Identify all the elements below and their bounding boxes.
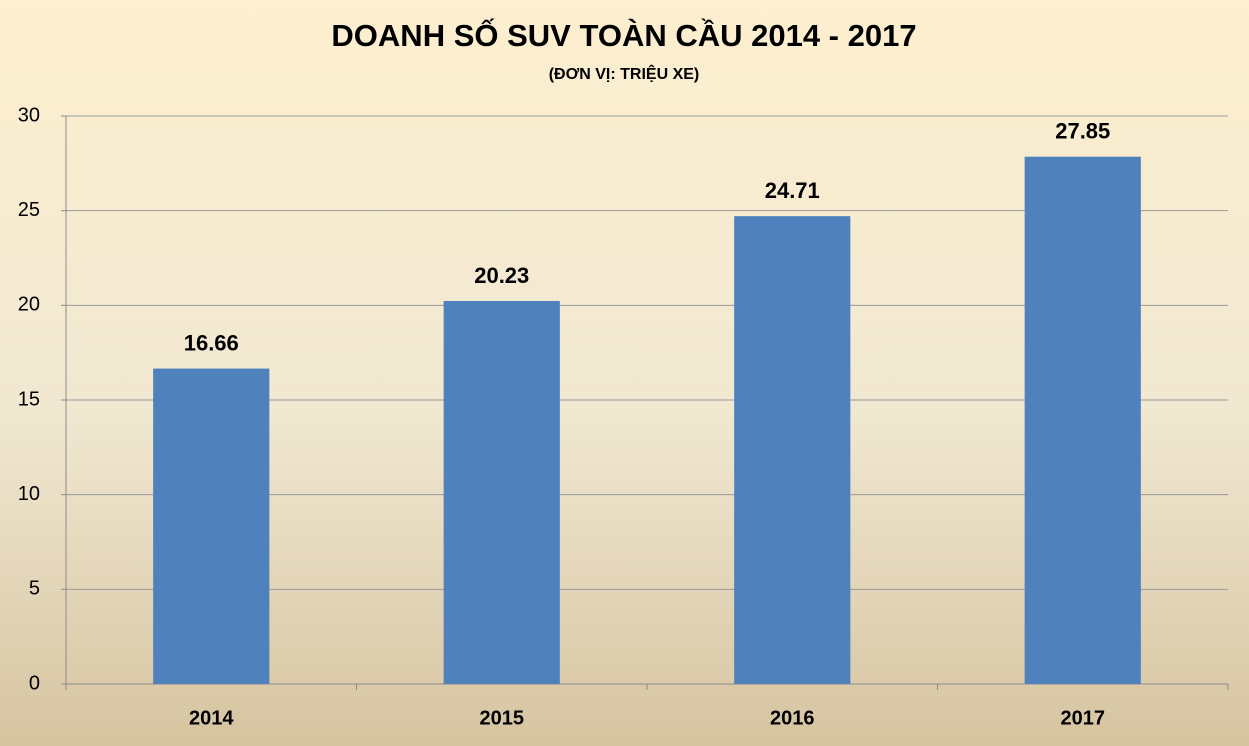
bar <box>1024 156 1141 684</box>
chart-subtitle: (ĐƠN VỊ: TRIỆU XE) <box>549 64 700 83</box>
x-tick-label: 2015 <box>480 707 525 729</box>
x-tick-label: 2016 <box>770 707 815 729</box>
data-label: 20.23 <box>474 263 529 288</box>
x-tick-label: 2014 <box>189 707 234 729</box>
y-tick-label: 10 <box>18 483 40 505</box>
bar <box>443 300 560 684</box>
y-tick-label: 25 <box>18 199 40 221</box>
y-tick-label: 15 <box>18 388 40 410</box>
data-label: 24.71 <box>765 178 820 203</box>
bar <box>734 216 851 684</box>
y-tick-label: 5 <box>29 578 40 600</box>
y-tick-label: 0 <box>29 672 40 694</box>
x-tick-label: 2017 <box>1061 707 1106 729</box>
y-tick-label: 30 <box>18 104 40 126</box>
data-label: 27.85 <box>1055 119 1110 144</box>
chart-title: DOANH SỐ SUV TOÀN CẦU 2014 - 2017 <box>331 17 916 53</box>
data-label: 16.66 <box>184 330 239 355</box>
y-tick-label: 20 <box>18 294 40 316</box>
bar <box>153 368 270 684</box>
